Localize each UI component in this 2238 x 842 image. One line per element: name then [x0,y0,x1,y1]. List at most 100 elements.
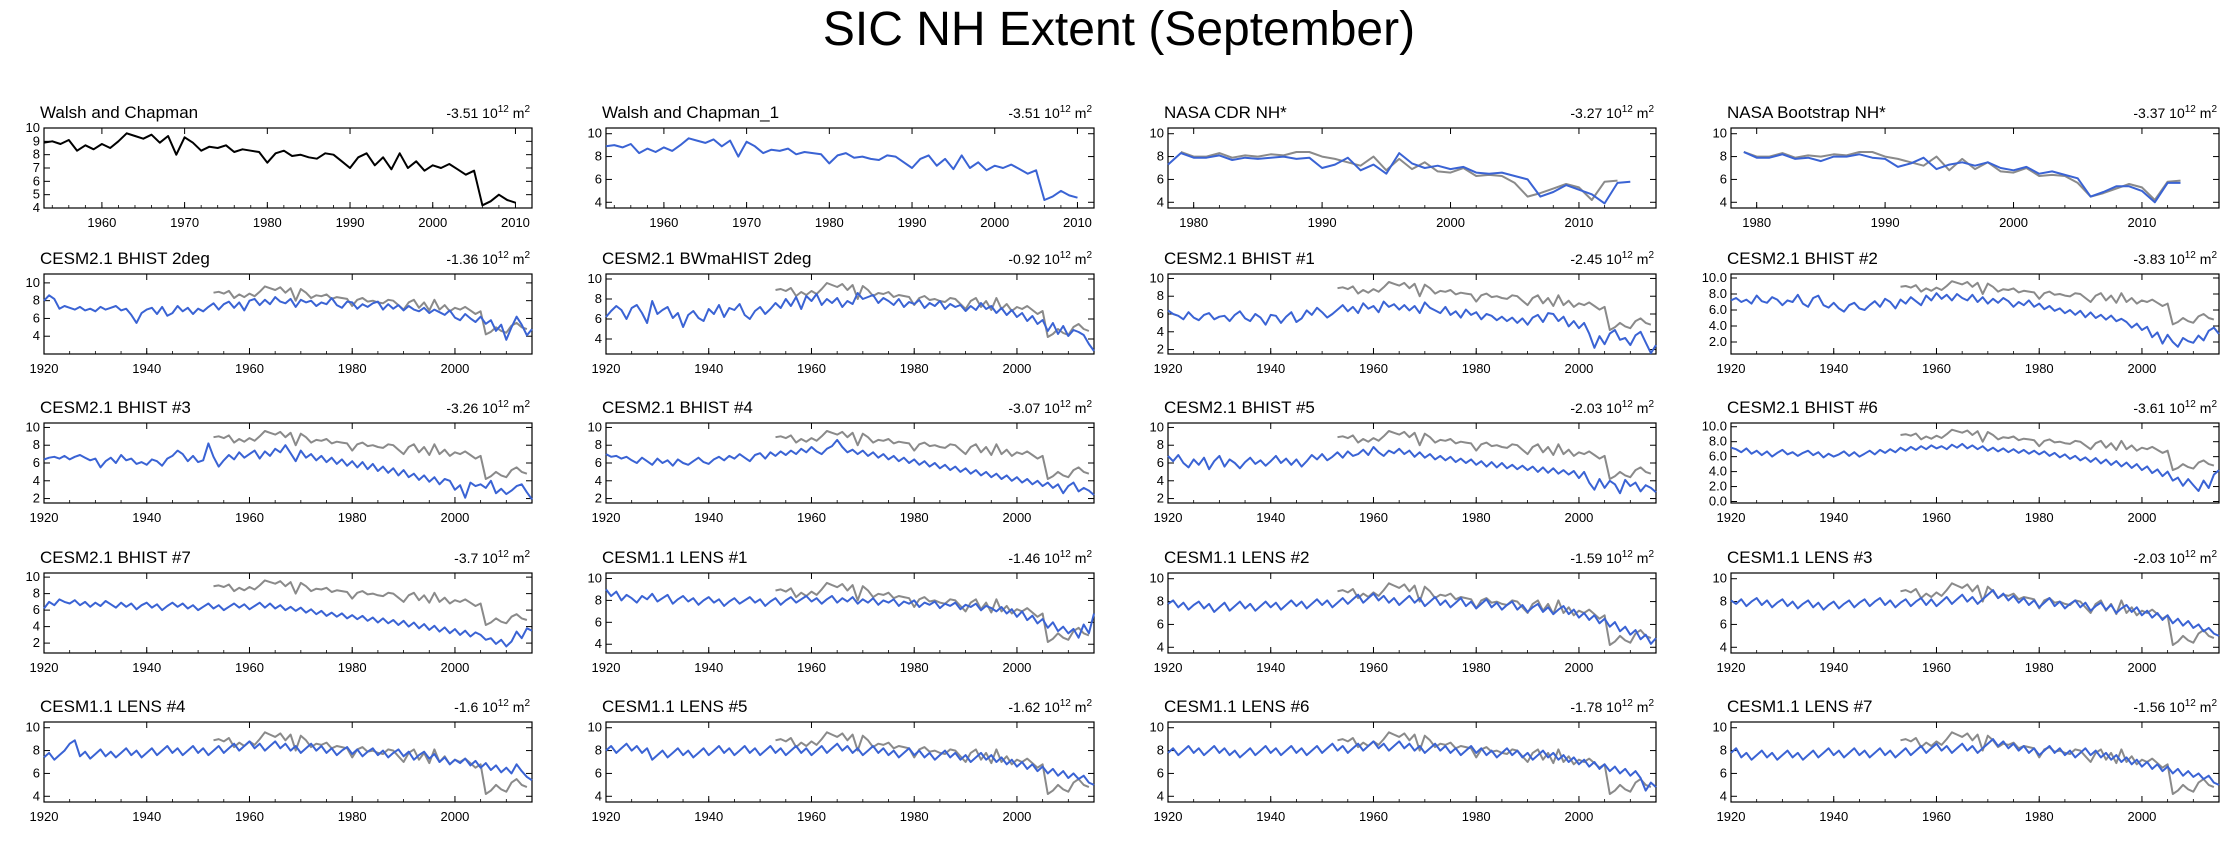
plot-frame [605,572,1095,654]
x-tick-label: 1960 [1359,660,1388,675]
x-tick-label: 1960 [1359,361,1388,376]
x-tick-label: 1920 [30,660,59,675]
trend-label: -1.6 1012 m2 [454,698,530,715]
x-tick-label: 1940 [694,361,723,376]
x-tick-label: 1920 [30,510,59,525]
y-tick-label: 4 [1157,639,1164,654]
panel-title: Walsh and Chapman_1 [602,103,779,122]
y-tick-label: 8 [595,743,602,758]
panel-title: CESM1.1 LENS #2 [1164,548,1310,567]
x-tick-label: 1980 [815,215,844,230]
y-tick-label: 10.0 [1702,419,1727,434]
x-tick-label: 2000 [1002,809,1031,824]
panel-title: CESM1.1 LENS #4 [40,697,186,716]
y-tick-label: 4 [1720,788,1727,803]
x-tick-label: 1940 [694,809,723,824]
x-tick-label: 1980 [253,215,282,230]
plot-frame [1730,572,2220,654]
trend-label: -3.26 1012 m2 [446,399,530,416]
y-tick-label: 10 [588,271,602,286]
x-tick-label: 2000 [1999,215,2028,230]
y-tick-label: 6 [1720,765,1727,780]
x-tick-label: 2010 [2127,215,2156,230]
x-tick-label: 1920 [1154,660,1183,675]
y-tick-label: 8 [595,592,602,607]
x-tick-label: 1940 [132,510,161,525]
y-tick-label: 4 [595,636,602,651]
panel-19: CESM1.1 LENS #6 -1.78 1012 m2 1920 1940 1960… [1150,697,1657,824]
x-tick-label: 1980 [338,660,367,675]
y-tick-label: 2 [595,491,602,506]
x-tick-label: 2000 [2127,660,2156,675]
y-tick-label: 4 [33,200,40,215]
panel-11: CESM2.1 BHIST #5 -2.03 1012 m2 1920 1940 196… [1150,398,1657,525]
y-tick-label: 8 [33,586,40,601]
model-line [605,588,1095,639]
y-tick-label: 9 [33,133,40,148]
y-tick-label: 6 [595,765,602,780]
panel-title: CESM1.1 LENS #1 [602,548,748,567]
x-tick-label: 1920 [592,361,621,376]
panel-20: CESM1.1 LENS #7 -1.56 1012 m2 1920 1940 1960… [1713,697,2220,824]
obs-overlay-line [775,282,1090,338]
y-tick-label: 4 [595,473,602,488]
y-tick-label: 8 [33,147,40,162]
obs-overlay-line [1900,280,2215,326]
y-tick-label: 8 [595,437,602,452]
x-tick-label: 1980 [1462,361,1491,376]
x-tick-label: 1960 [1359,809,1388,824]
y-tick-label: 10 [26,569,40,584]
x-tick-label: 1980 [900,361,929,376]
y-tick-label: 4 [1157,324,1164,339]
y-tick-label: 6 [1720,616,1727,631]
trend-label: -1.56 1012 m2 [2133,698,2217,715]
x-tick-label: 1960 [1922,809,1951,824]
y-tick-label: 2 [33,491,40,506]
x-tick-label: 2010 [501,215,530,230]
x-tick-label: 1940 [1256,361,1285,376]
y-tick-label: 8 [1157,743,1164,758]
x-tick-label: 1960 [797,660,826,675]
x-tick-label: 1980 [2025,809,2054,824]
x-tick-label: 1980 [338,361,367,376]
plot-frame [43,721,533,803]
y-tick-label: 2 [1157,491,1164,506]
y-tick-label: 6 [1720,171,1727,186]
obs-overlay-line [213,430,528,480]
y-tick-label: 6 [33,310,40,325]
panel-9: CESM2.1 BHIST #3 -3.26 1012 m2 1920 1940 196… [26,398,533,525]
x-tick-label: 1940 [1819,510,1848,525]
panel-2: Walsh and Chapman_1 -3.51 1012 m2 1960 1970… [588,103,1095,230]
y-tick-label: 8.0 [1709,286,1727,301]
trend-label: -3.37 1012 m2 [2133,104,2217,121]
y-tick-label: 10 [1150,270,1164,285]
y-tick-label: 7 [33,160,40,175]
obs-overlay-line [213,731,528,795]
x-tick-label: 1960 [235,361,264,376]
y-tick-label: 10 [1713,126,1727,141]
y-tick-label: 8 [1157,594,1164,609]
y-tick-label: 8 [595,291,602,306]
model-line [1730,738,2220,786]
y-tick-label: 10 [26,120,40,135]
plot-frame [1730,273,2220,355]
x-tick-label: 1980 [1462,809,1491,824]
y-tick-label: 6 [1157,616,1164,631]
y-tick-label: 4 [1157,194,1164,209]
y-tick-label: 10 [1150,419,1164,434]
plot-frame [605,721,1095,803]
trend-label: -3.51 1012 m2 [446,104,530,121]
x-tick-label: 1980 [900,809,929,824]
x-tick-label: 2000 [418,215,447,230]
x-tick-label: 1920 [1717,660,1746,675]
panel-15: CESM1.1 LENS #2 -1.59 1012 m2 1920 1940 1960… [1150,548,1657,675]
x-tick-label: 1940 [694,660,723,675]
plot-frame [605,127,1095,209]
trend-label: -1.46 1012 m2 [1008,549,1092,566]
model-line [43,739,533,782]
x-tick-label: 1920 [1717,809,1746,824]
y-tick-label: 10 [1150,720,1164,735]
trend-label: -0.92 1012 m2 [1008,250,1092,267]
y-tick-label: 2.0 [1709,334,1727,349]
